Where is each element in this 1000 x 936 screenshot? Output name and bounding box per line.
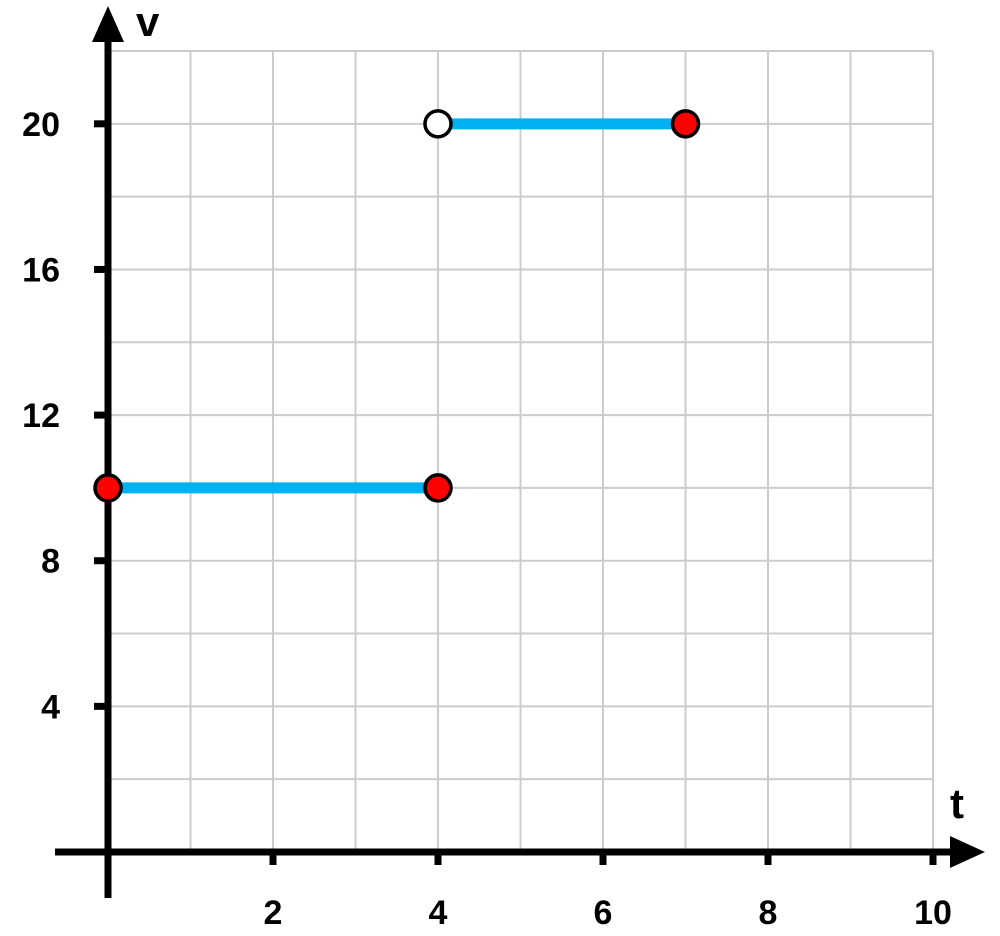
x-axis-arrow: [950, 836, 985, 868]
y-tick-label: 16: [22, 251, 60, 289]
x-tick-label: 2: [264, 894, 283, 932]
y-tick-label: 4: [41, 688, 60, 726]
series: [93, 109, 701, 503]
x-tick-label: 8: [759, 894, 778, 932]
ticks: 2 4 6 8 10 4 8 12 16 20: [22, 106, 952, 932]
closed-endpoint: [670, 109, 701, 139]
closed-endpoint: [423, 473, 453, 503]
y-tick-label: 20: [22, 106, 60, 144]
y-tick-label: 8: [41, 543, 60, 581]
closed-endpoint: [93, 473, 123, 503]
x-axis-label: t: [950, 780, 964, 827]
axes: t v: [55, 0, 985, 898]
x-tick-label: 6: [594, 894, 613, 932]
open-endpoint: [423, 109, 453, 139]
x-tick-label: 4: [429, 894, 448, 932]
y-tick-label: 12: [22, 397, 60, 435]
grid: [108, 50, 934, 852]
y-axis-label: v: [136, 0, 160, 45]
x-tick-label: 10: [914, 894, 952, 932]
y-axis-arrow: [92, 6, 124, 42]
